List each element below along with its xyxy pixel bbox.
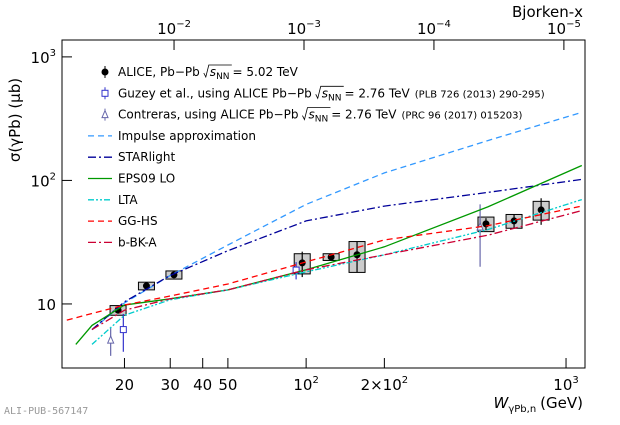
sqrt-sub: NN: [216, 72, 229, 82]
tick-label: 40: [193, 376, 212, 394]
tick-exp: 2: [402, 375, 408, 386]
tick-base: 10: [547, 20, 566, 38]
legend-name: STARlight: [118, 150, 175, 164]
tick-exp: 2: [50, 171, 56, 182]
data-point: [537, 206, 545, 214]
sqrt-s: s: [210, 65, 216, 79]
model-curve: [91, 209, 582, 331]
tick-base: 10: [553, 376, 572, 394]
model-curve: [91, 198, 582, 345]
sqrt-s: s: [322, 86, 328, 100]
plot-frame: [61, 39, 586, 369]
tick-exp: 3: [50, 48, 56, 59]
data-point: [106, 334, 115, 344]
tick-base: 10: [31, 172, 50, 190]
legend-label: STARlight: [118, 150, 175, 164]
legend-marker: [101, 66, 109, 78]
plot-area: [66, 111, 583, 356]
legend-label: LTA: [118, 193, 138, 207]
legend-marker-symbol: [101, 68, 109, 76]
tick-label: 10−3: [287, 19, 321, 38]
tick-base: 10: [31, 49, 50, 67]
legend-name: b-BK-A: [118, 235, 157, 249]
tick-label: 102: [293, 375, 318, 394]
data-point: [292, 266, 300, 274]
legend-label: Contreras, using ALICE Pb−Pb sNN = 2.76 Te…: [118, 108, 523, 125]
legend-label: Impulse approximation: [118, 129, 256, 143]
legend-name: GG-HS: [118, 214, 158, 228]
tick-label: 103: [553, 375, 578, 394]
x-axis-title: WγPb,n (GeV): [494, 394, 583, 415]
legend-label: Guzey et al., using ALICE Pb−Pb sNN = 2.76…: [118, 86, 545, 103]
legend-name: EPS09 LO: [118, 172, 175, 186]
y-axis-title: σ(γPb) (μb): [6, 78, 24, 162]
legend-suffix: = 2.76 TeV: [331, 108, 397, 122]
legend-suffix: = 2.76 TeV: [344, 86, 410, 100]
legend-name: Contreras, using ALICE Pb−Pb: [118, 108, 298, 122]
tick-label: 10−5: [547, 19, 581, 38]
tick-label: 10−4: [417, 19, 451, 38]
legend-note: (PLB 726 (2013) 290-295): [415, 89, 545, 100]
tick-base: 10: [157, 20, 176, 38]
x-axis-title-main: W: [494, 394, 510, 412]
sqrt-sign: [203, 64, 232, 79]
legend-label: EPS09 LO: [118, 172, 175, 186]
tick-exp: −3: [306, 19, 321, 30]
tick-label: 2×102: [361, 375, 409, 394]
sqrt-sign: [315, 85, 344, 100]
tick-exp: −4: [436, 19, 451, 30]
legend-name: ALICE, Pb−Pb: [118, 65, 200, 79]
data-point: [119, 326, 127, 334]
tick-label: 102: [31, 171, 56, 190]
model-curve: [91, 111, 582, 331]
tick-base: 2×10: [361, 376, 402, 394]
tick-exp: −5: [566, 19, 581, 30]
legend-label: GG-HS: [118, 214, 158, 228]
tick-exp: −2: [176, 19, 191, 30]
tick-exp: 2: [312, 375, 318, 386]
top-axis-title: Bjorken-x: [512, 3, 583, 21]
tick-base: 10: [417, 20, 436, 38]
tick-label: 50: [218, 376, 237, 394]
legend-name: LTA: [118, 193, 138, 207]
tick-label: 10: [37, 296, 56, 314]
legend-marker-symbol: [101, 109, 109, 119]
legend-marker: [101, 108, 109, 121]
tick-label: 20: [115, 376, 134, 394]
tick-exp: 3: [572, 375, 578, 386]
sqrt-sub: NN: [328, 93, 341, 103]
tick-base: 10: [287, 20, 306, 38]
sqrt-sign: [302, 107, 331, 121]
sqrt-sub: NN: [315, 115, 328, 125]
legend-marker: [101, 87, 109, 100]
legend-suffix: = 5.02 TeV: [233, 65, 299, 79]
x-axis-title-unit: (GeV): [540, 394, 583, 412]
model-curve: [75, 164, 583, 345]
tick-label: 103: [31, 48, 56, 67]
x-axis-title-sub: γPb,n: [508, 404, 536, 415]
legend-label: b-BK-A: [118, 235, 157, 249]
legend-name: Guzey et al., using ALICE Pb−Pb: [118, 86, 312, 100]
legend-name: Impulse approximation: [118, 129, 256, 143]
watermark: ALI-PUB-567147: [4, 406, 88, 417]
model-curve: [91, 178, 582, 331]
tick-label: 10−2: [157, 19, 191, 38]
model-curve: [66, 205, 582, 321]
legend-marker-symbol: [101, 89, 109, 97]
sqrt-s: s: [308, 108, 314, 122]
tick-base: 10: [293, 376, 312, 394]
legend-note: (PRC 96 (2017) 015203): [401, 111, 522, 122]
tick-label: 30: [161, 376, 180, 394]
legend-label: ALICE, Pb−Pb sNN = 5.02 TeV: [118, 65, 299, 82]
